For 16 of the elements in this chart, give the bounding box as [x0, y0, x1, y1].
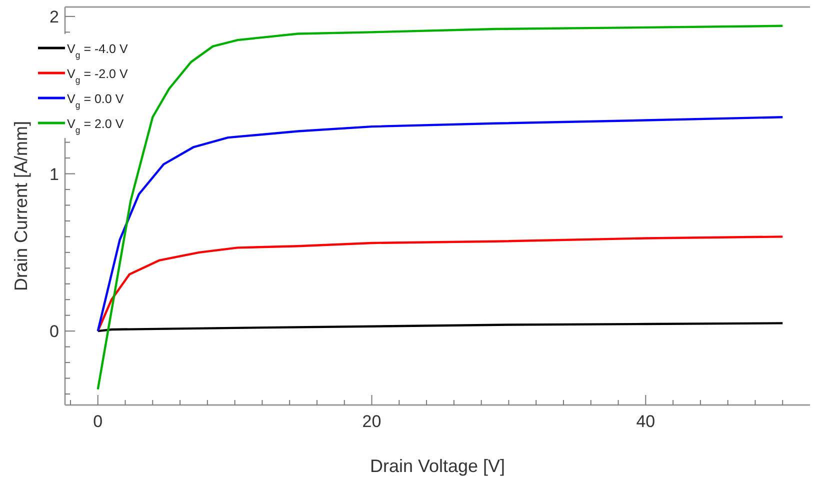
x-tick-label: 40	[636, 412, 656, 431]
line-series	[96, 116, 784, 332]
legend-label: V$_{g}$ = 0.0 V	[67, 92, 124, 110]
line-series	[96, 322, 784, 332]
line-series	[96, 236, 784, 332]
x-tick-label: 0	[93, 412, 103, 431]
legend-label: V$_{g}$ = 2.0 V	[67, 117, 124, 135]
y-tick-label: 1	[50, 164, 59, 184]
x-tick-label: 20	[362, 412, 382, 431]
line-series	[96, 24, 784, 390]
legend-label: V$_{g}$ = -4.0 V	[67, 42, 128, 60]
y-tick-label: 0	[50, 322, 59, 342]
y-axis-title: Drain Current [A/mm]	[11, 120, 31, 292]
y-tick-label: 2	[50, 7, 59, 26]
x-axis-title: Drain Voltage [V]	[370, 456, 506, 476]
legend-label: V$_{g}$ = -2.0 V	[67, 67, 128, 85]
